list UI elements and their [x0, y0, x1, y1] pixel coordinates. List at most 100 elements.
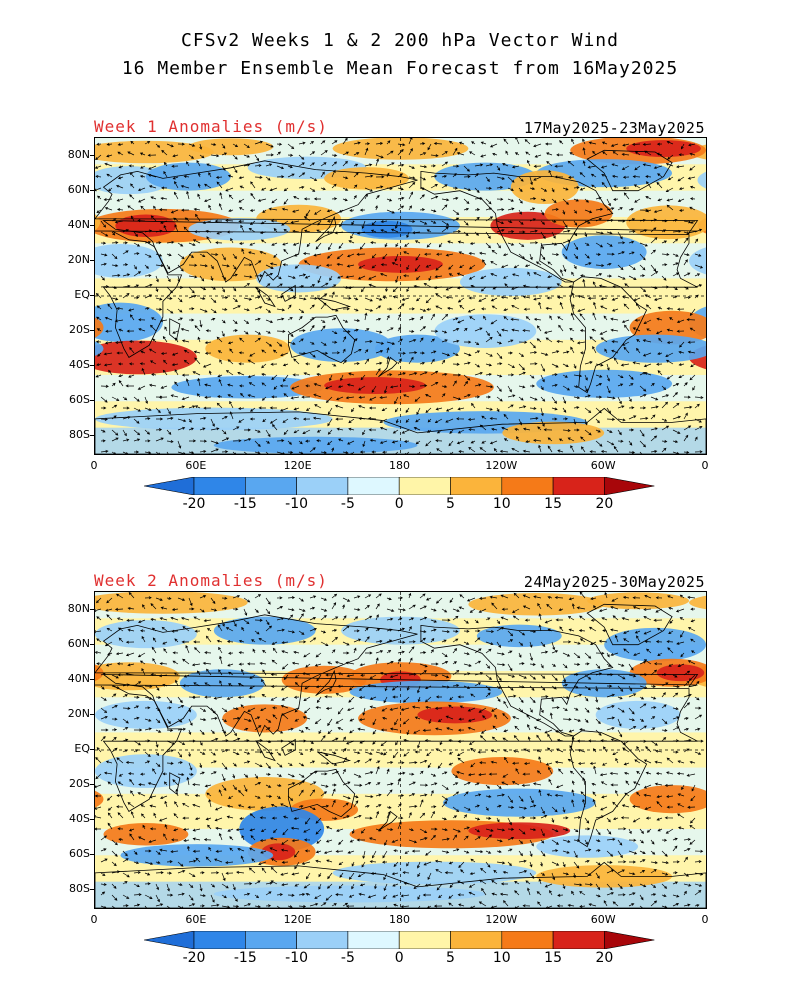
anomaly-blob — [544, 199, 613, 228]
colorbar-swatch — [296, 930, 349, 950]
colorbar-tick-label: -20 — [182, 496, 206, 512]
colorbar-tick-label: -10 — [285, 950, 309, 966]
lon-tick-label: 120W — [485, 913, 518, 926]
anomaly-blob — [561, 235, 647, 269]
anomaly-blob — [95, 244, 163, 278]
colorbar-swatch — [398, 930, 451, 950]
colorbar-swatches — [143, 930, 655, 950]
colorbar-swatch — [450, 930, 503, 950]
anomaly-blob — [361, 220, 413, 238]
anomaly-blob — [213, 616, 316, 645]
lat-tick-label: 60N — [67, 182, 90, 196]
anomaly-blob — [490, 211, 566, 240]
anomaly-blob — [188, 138, 274, 156]
anomaly-blob — [324, 167, 409, 190]
lat-tick-label: EQ — [74, 742, 90, 755]
anomaly-blob — [95, 700, 197, 729]
anomaly-blob — [213, 436, 418, 454]
lat-tick-mark — [90, 749, 94, 750]
coastline — [95, 861, 706, 908]
colorbar-tick-label: -10 — [285, 496, 309, 512]
lon-tick-label: 180 — [389, 913, 410, 926]
anomaly-blob — [213, 885, 486, 903]
colorbar-tick-label: 5 — [446, 950, 455, 966]
colorbar-tick-label: 10 — [492, 950, 511, 966]
colorbar-swatch — [296, 476, 349, 496]
anomaly-blob — [120, 844, 274, 867]
coastline — [317, 751, 352, 765]
colorbar-tick-label: -15 — [233, 950, 257, 966]
panel1-dates: 17May2025-23May2025 — [523, 119, 705, 137]
coastline — [378, 810, 398, 832]
wind-vector-arrows — [95, 138, 704, 454]
anomaly-blob — [95, 620, 197, 649]
anomaly-blob — [290, 328, 393, 363]
lat-tick-label: 40N — [67, 217, 90, 231]
anomaly-blob — [536, 369, 673, 398]
lat-tick-mark — [90, 400, 94, 402]
colorbar-swatch — [347, 930, 400, 950]
lat-tick-mark — [90, 784, 94, 786]
lon-tick-label: 0 — [701, 459, 709, 472]
anomaly-blob — [626, 140, 701, 157]
colorbar-swatch — [245, 930, 297, 950]
colorbar-tick-label: 20 — [595, 496, 614, 512]
anomaly-blob — [95, 214, 101, 231]
coastline — [317, 297, 352, 311]
colorbar-swatch — [347, 476, 400, 496]
anomaly-blob — [375, 334, 460, 363]
colorbar-swatch — [450, 476, 503, 496]
anomaly-blob — [417, 706, 493, 724]
colorbar-swatch — [552, 476, 605, 496]
anomaly-blob — [587, 592, 690, 610]
wind-vector-arrows — [95, 592, 704, 908]
coastline — [586, 603, 673, 646]
anomaly-blob — [502, 421, 605, 445]
colorbar-swatch — [501, 930, 554, 950]
colorbar-swatch — [245, 476, 297, 496]
lat-tick-mark — [90, 154, 94, 156]
anomaly-blob — [689, 595, 706, 610]
anomaly-blob — [205, 334, 291, 363]
anomaly-blob — [95, 341, 104, 356]
colorbar-tick-label: 20 — [595, 950, 614, 966]
colorbar-tick-label: -15 — [233, 496, 257, 512]
colorbar-tick-label: 10 — [492, 496, 511, 512]
panel2-label: Week 2 Anomalies (m/s) — [94, 571, 328, 590]
coastline — [95, 684, 698, 812]
coastline — [378, 356, 398, 378]
anomaly-blob — [434, 162, 537, 191]
anomaly-blob — [115, 214, 177, 238]
coastline — [315, 669, 337, 696]
colorbar-swatch — [193, 930, 246, 950]
colorbar-tick-label: 0 — [394, 950, 404, 966]
colorbar-tick-label: 15 — [544, 950, 562, 966]
anomaly-blob — [468, 822, 571, 840]
anomaly-blob — [459, 267, 562, 296]
anomaly-blob — [536, 865, 673, 888]
anomaly-blob — [629, 785, 706, 814]
colorbar-tick-label: -5 — [340, 496, 355, 512]
coastline — [288, 314, 356, 364]
lat-tick-mark — [90, 330, 94, 332]
anomaly-blob — [595, 700, 681, 729]
anomaly-blob — [95, 140, 214, 164]
coastline — [569, 276, 648, 394]
coastline — [95, 230, 698, 358]
anomaly-blob — [656, 664, 705, 682]
colorbar-tick-label: 15 — [544, 496, 562, 512]
lat-tick-label: 20N — [67, 252, 90, 266]
colorbar-swatch — [193, 476, 246, 496]
coastline — [255, 286, 276, 308]
lon-tick-label: 120E — [283, 459, 312, 472]
anomaly-blob — [256, 264, 342, 293]
coastline — [586, 149, 673, 192]
colorbar-swatches — [143, 476, 655, 496]
week2-anomaly-map — [94, 591, 707, 909]
lat-tick-label: EQ — [74, 288, 90, 301]
panel2-dates: 24May2025-30May2025 — [523, 573, 705, 591]
lat-tick-label: 20S — [69, 323, 90, 337]
lat-tick-mark — [90, 819, 94, 821]
anomaly-blob — [595, 334, 706, 363]
anomaly-blob — [95, 754, 197, 788]
